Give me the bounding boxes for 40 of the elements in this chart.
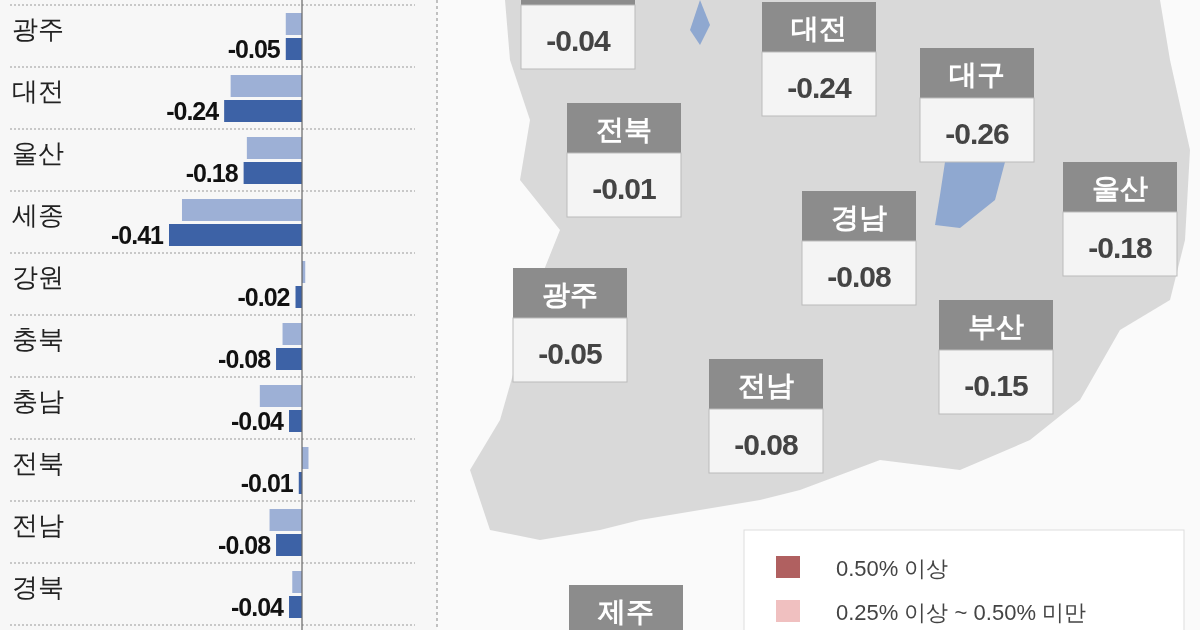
category-label: 대구 bbox=[949, 59, 1005, 90]
category-label: 대전 bbox=[791, 13, 847, 44]
y-tick-label: 대전 bbox=[12, 76, 64, 106]
category-label: 울산 bbox=[1092, 173, 1148, 204]
data-label: -0.08 bbox=[218, 531, 272, 559]
y-tick-label: 세종 bbox=[12, 200, 64, 230]
data-label: -0.04 bbox=[231, 407, 285, 435]
text: -0.15 bbox=[964, 369, 1028, 402]
text: 0.50% 이상 bbox=[836, 556, 949, 581]
category-label: 전북 bbox=[596, 114, 652, 145]
y-tick-label: 전북 bbox=[12, 448, 64, 478]
category-label: 광주 bbox=[542, 279, 598, 310]
y-tick-label: 강원 bbox=[12, 262, 64, 292]
text: -0.26 bbox=[945, 117, 1009, 150]
data-label: -0.08 bbox=[218, 345, 272, 373]
text: -0.04 bbox=[546, 24, 610, 57]
category-label: 경남 bbox=[831, 202, 887, 233]
text: -0.08 bbox=[734, 428, 798, 461]
text: -0.18 bbox=[1088, 231, 1152, 264]
y-tick-label: 광주 bbox=[12, 14, 64, 44]
category-label: 부산 bbox=[968, 311, 1024, 342]
y-tick-label: 울산 bbox=[12, 138, 64, 168]
data-label: -0.18 bbox=[185, 159, 239, 187]
text: -0.24 bbox=[787, 71, 851, 104]
category-label: 제주 bbox=[597, 596, 654, 627]
y-tick-label: 충남 bbox=[12, 386, 64, 416]
text: -0.01 bbox=[592, 172, 656, 205]
text: 0.25% 이상 ~ 0.50% 미만 bbox=[836, 600, 1087, 625]
text: -0.08 bbox=[827, 260, 891, 293]
y-tick-label: 전남 bbox=[12, 510, 64, 540]
data-label: -0.01 bbox=[240, 469, 294, 497]
y-tick-label: 경북 bbox=[12, 572, 64, 602]
data-label: -0.05 bbox=[227, 35, 281, 63]
data-label: -0.04 bbox=[231, 593, 285, 621]
data-label: -0.41 bbox=[111, 221, 165, 249]
data-label: -0.02 bbox=[237, 283, 290, 311]
data-label: -0.24 bbox=[166, 97, 220, 125]
text: -0.05 bbox=[538, 337, 602, 370]
y-tick-label: 충북 bbox=[12, 324, 64, 354]
category-label: 전남 bbox=[738, 370, 794, 401]
